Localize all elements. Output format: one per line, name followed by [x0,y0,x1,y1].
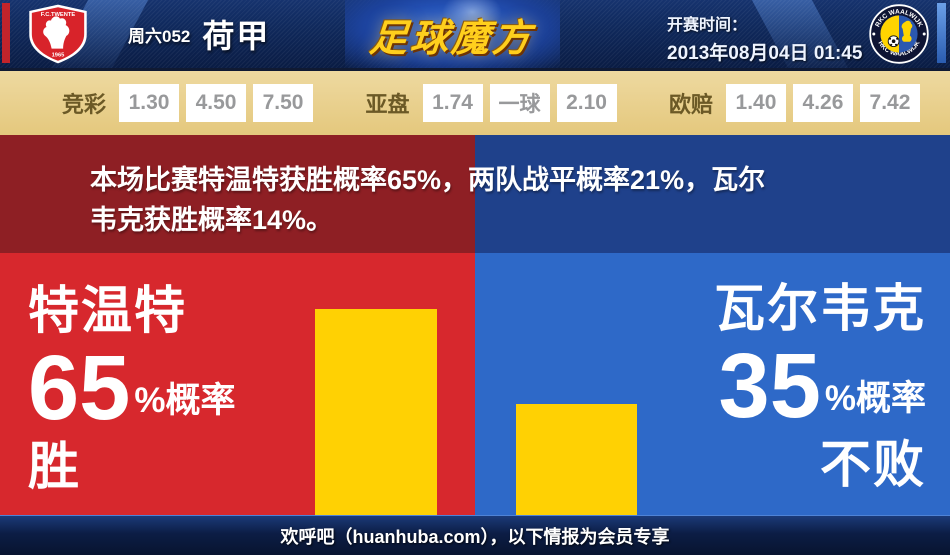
summary-line-1: 本场比赛特温特获胜概率65%，两队战平概率21%，瓦尔 [90,165,766,195]
odds-group-oupei: 欧赔 1.40 4.26 7.42 [669,84,920,122]
kickoff-info: 开赛时间： 2013年08月04日 01:45 [667,11,862,65]
kickoff-datetime: 2013年08月04日 01:45 [667,43,863,64]
away-team-crest: RKC WAALWIJK RKC WAALWIJK [868,4,930,64]
home-outcome-label: 胜 [28,438,82,496]
odds-group-jingcai: 竞彩 1.30 4.50 7.50 [62,84,314,122]
match-code: 周六052 [128,26,191,46]
away-panel: 瓦尔韦克 35 %概率 不败 [714,279,926,494]
odds-label-oupei: 欧赔 [668,92,713,117]
odds-value-yapan-handicap: 一球 [489,84,550,122]
away-team-name: 瓦尔韦克 [713,280,926,337]
kickoff-label: 开赛时间： [667,17,748,34]
summary-band [0,135,950,253]
header: F.C.TWENTE 1965 周六052 荷甲 足球魔方 开赛时间： 2013… [0,0,950,68]
odds-label-jingcai: 竞彩 [62,92,107,117]
rkc-waalwijk-crest-icon: RKC WAALWIJK RKC WAALWIJK [869,4,929,64]
away-outcome-label: 不败 [819,436,926,494]
odds-value-yapan-home: 1.74 [422,84,483,122]
odds-label-yapan: 亚盘 [365,92,410,117]
home-probability: 65 %概率 [28,337,236,439]
brand-logo[interactable]: 足球魔方 [345,0,560,68]
away-probability: 35 %概率 [714,335,926,437]
home-team-crest: F.C.TWENTE 1965 [24,4,92,64]
odds-value-yapan-away: 2.10 [556,84,617,122]
left-edge-accent [2,3,10,63]
away-probability-suffix: %概率 [824,379,926,419]
odds-value-oupei-away: 7.42 [859,84,920,122]
summary-line-2: 韦克获胜概率14%。 [90,205,334,235]
away-probability-bar [516,404,637,515]
home-probability-bar [315,309,437,515]
away-probability-value: 35 [718,335,821,437]
odds-value-oupei-home: 1.40 [725,84,786,122]
fc-twente-crest-icon: F.C.TWENTE 1965 [29,4,87,64]
league-name: 荷甲 [202,18,271,54]
odds-group-yapan: 亚盘 1.74 一球 2.10 [365,84,617,122]
odds-bar: 竞彩 1.30 4.50 7.50 亚盘 1.74 一球 2.10 欧赔 1.4… [0,68,950,135]
odds-value-jingcai-draw: 4.50 [186,84,247,122]
right-edge-accent [937,3,946,63]
footer-text: 欢呼吧（huanhuba.com），以下情报为会员专享 [280,526,670,547]
home-team-name: 特温特 [28,282,188,339]
odds-value-jingcai-away: 7.50 [253,84,314,122]
home-probability-value: 65 [28,337,131,439]
brand-logo-text: 足球魔方 [368,17,536,60]
summary-text: 本场比赛特温特获胜概率65%，两队战平概率21%，瓦尔 韦克获胜概率14%。 [90,160,765,240]
home-panel: 特温特 65 %概率 胜 [28,281,235,496]
svg-text:F.C.TWENTE: F.C.TWENTE [41,12,76,18]
summary-band-home-bg [0,135,475,253]
odds-value-oupei-draw: 4.26 [792,84,853,122]
summary-band-away-bg [475,135,950,253]
prediction-chart: 本场比赛特温特获胜概率65%，两队战平概率21%，瓦尔 韦克获胜概率14%。 特… [0,135,950,515]
match-info: 周六052 荷甲 [128,0,270,68]
svg-text:1965: 1965 [52,52,66,58]
odds-value-jingcai-home: 1.30 [119,84,180,122]
home-probability-suffix: %概率 [134,381,236,421]
footer: 欢呼吧（huanhuba.com），以下情报为会员专享 [0,515,950,555]
